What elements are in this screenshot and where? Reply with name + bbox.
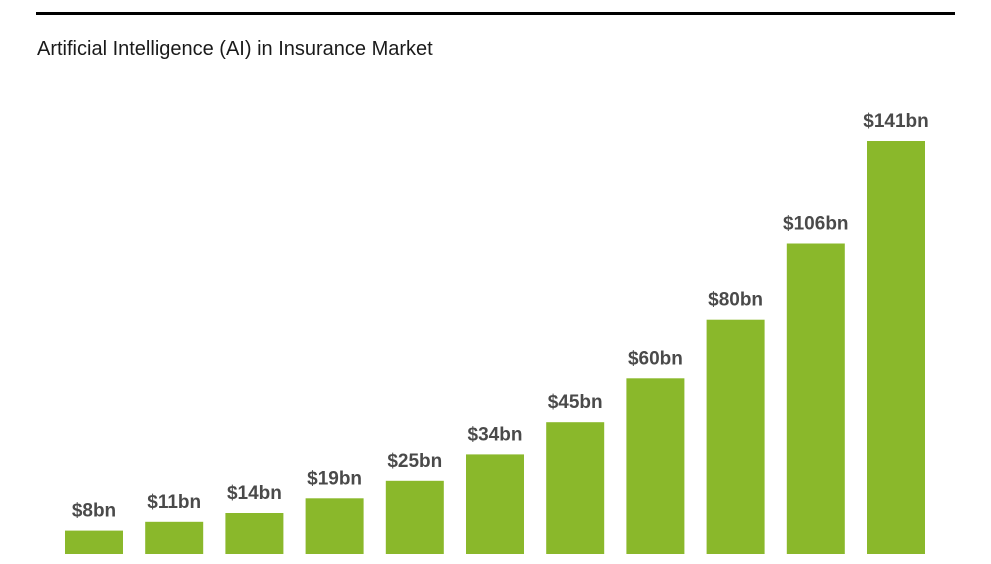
bar-value-label-10: $106bn bbox=[783, 214, 848, 235]
bar-6 bbox=[466, 454, 524, 554]
bar-7 bbox=[546, 422, 605, 554]
bar-value-label-5: $25bn bbox=[387, 451, 442, 472]
labels-group: $8bn $11bn $14bn $19bn $25bn $34bn $45bn $60bn $… bbox=[72, 111, 929, 522]
bar-value-label-11: $141bn bbox=[863, 111, 928, 132]
bar-value-label-9: $80bn bbox=[708, 290, 763, 311]
bar-11 bbox=[867, 141, 925, 554]
bar-value-label-6: $34bn bbox=[468, 424, 523, 445]
bar-8 bbox=[626, 378, 685, 554]
chart-title: Artificial Intelligence (AI) in Insuranc… bbox=[37, 38, 433, 60]
top-rule bbox=[36, 12, 955, 15]
bar-10 bbox=[786, 243, 845, 554]
bar-value-label-4: $19bn bbox=[307, 468, 362, 489]
bar-value-label-2: $11bn bbox=[147, 492, 201, 513]
bars-group bbox=[65, 141, 925, 554]
bar-value-label-1: $8bn bbox=[72, 501, 116, 522]
bar-5 bbox=[385, 480, 444, 554]
bar-4 bbox=[305, 498, 364, 554]
bar-9 bbox=[706, 319, 765, 554]
bar-value-label-3: $14bn bbox=[227, 483, 282, 504]
bar-value-label-8: $60bn bbox=[628, 348, 683, 369]
bar-1 bbox=[65, 530, 123, 554]
bar-3 bbox=[225, 513, 284, 554]
bar-value-label-7: $45bn bbox=[548, 392, 603, 413]
bar-2 bbox=[145, 521, 204, 554]
